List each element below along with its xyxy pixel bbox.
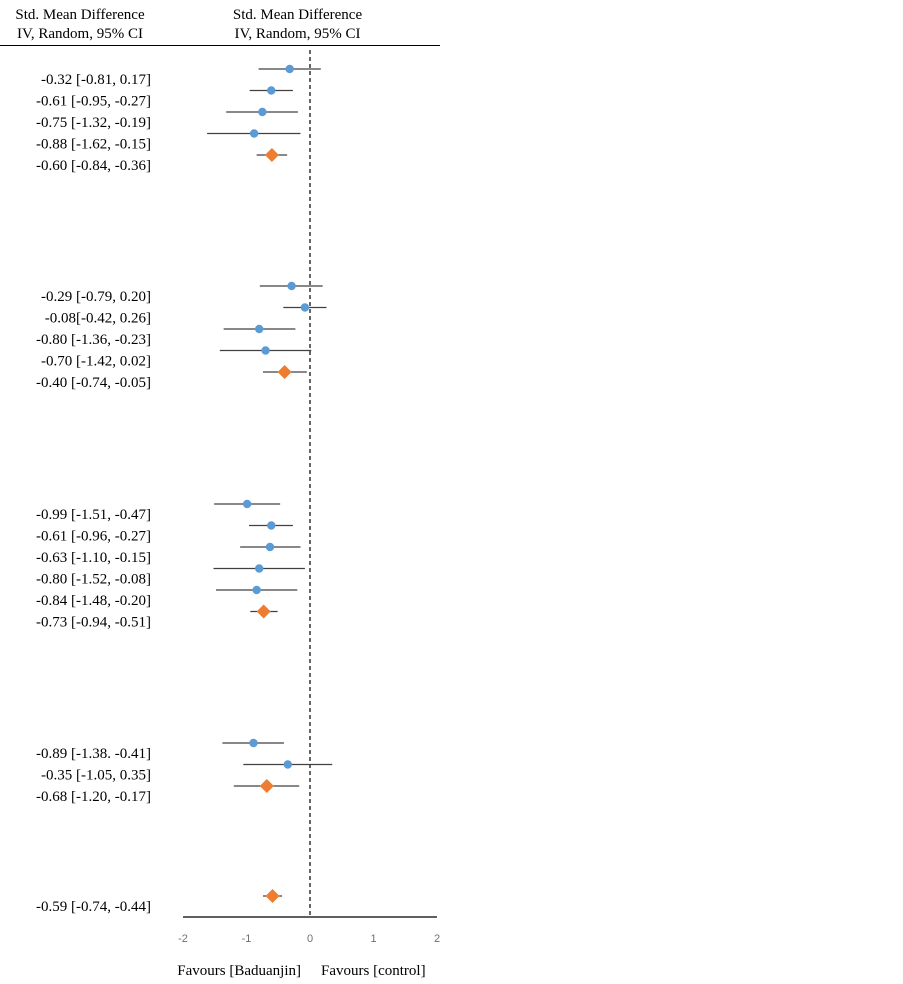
effect-label-g3-r4: -0.80 [-1.52, -0.08]	[36, 572, 151, 588]
study-point-g3-r1	[242, 499, 252, 509]
pooled-diamond-g5	[265, 889, 280, 903]
pooled-diamond-g3	[256, 604, 271, 619]
study-point-g4-r2	[283, 760, 292, 769]
effect-label-g4-r2: -0.35 [-1.05, 0.35]	[41, 768, 151, 784]
effect-label-g3-r5: -0.84 [-1.48, -0.20]	[36, 593, 151, 609]
x-tick-label-5: 2	[434, 933, 440, 945]
favours-left-label: Favours [Baduanjin]	[177, 963, 301, 979]
study-point-g1-r3	[258, 107, 267, 117]
column-header-left-line1: Std. Mean Difference	[15, 7, 145, 23]
study-point-g2-r1	[287, 281, 296, 291]
x-tick-label-3: 0	[307, 933, 313, 945]
study-point-g1-r2	[267, 86, 276, 95]
effect-label-g2-r3: -0.80 [-1.36, -0.23]	[36, 332, 151, 348]
column-header-right: Std. Mean Difference IV, Random, 95% CI	[200, 6, 395, 44]
header-rule	[0, 45, 440, 46]
study-point-g3-r2	[267, 521, 276, 530]
effect-label-g2-r1: -0.29 [-0.79, 0.20]	[41, 289, 151, 305]
effect-label-g2-r4: -0.70 [-1.42, 0.02]	[41, 354, 151, 370]
pooled-diamond-g2	[277, 365, 292, 379]
effect-label-g1-r1: -0.32 [-0.81, 0.17]	[41, 72, 151, 88]
effect-label-g3-r3: -0.63 [-1.10, -0.15]	[36, 550, 151, 566]
study-point-g3-r3	[265, 542, 275, 552]
column-header-left: Std. Mean Difference IV, Random, 95% CI	[0, 6, 160, 44]
pooled-diamond-g4	[259, 779, 274, 793]
effect-label-g1-r4: -0.88 [-1.62, -0.15]	[36, 137, 151, 153]
effect-label-g3-r2: -0.61 [-0.96, -0.27]	[36, 529, 151, 545]
x-tick-label-1: -2	[178, 933, 188, 945]
favours-right-label: Favours [control]	[321, 963, 426, 979]
effect-label-g3-r6: -0.73 [-0.94, -0.51]	[36, 615, 151, 631]
effect-label-g3-r1: -0.99 [-1.51, -0.47]	[36, 507, 151, 523]
study-point-g2-r2	[300, 303, 310, 312]
effect-label-g4-r1: -0.89 [-1.38. -0.41]	[36, 746, 151, 762]
effect-label-g4-r3: -0.68 [-1.20, -0.17]	[36, 789, 151, 805]
x-tick-label-2: -1	[242, 933, 252, 945]
column-header-left-line2: IV, Random, 95% CI	[17, 26, 143, 42]
study-point-g2-r4	[261, 346, 270, 355]
effect-label-g1-r5: -0.60 [-0.84, -0.36]	[36, 158, 151, 174]
effect-label-g1-r3: -0.75 [-1.32, -0.19]	[36, 115, 151, 131]
study-point-g4-r1	[249, 738, 258, 748]
study-point-g3-r5	[252, 585, 261, 595]
effect-label-g5-r1: -0.59 [-0.74, -0.44]	[36, 899, 151, 915]
study-point-g1-r4	[249, 129, 259, 138]
study-point-g1-r1	[285, 64, 294, 74]
effect-label-g2-r5: -0.40 [-0.74, -0.05]	[36, 375, 151, 391]
pooled-diamond-g1	[264, 148, 279, 162]
effect-label-g2-r2: -0.08[-0.42, 0.26]	[45, 311, 151, 327]
study-point-g2-r3	[255, 324, 264, 334]
column-header-right-line2: IV, Random, 95% CI	[234, 26, 361, 42]
column-header-right-line1: Std. Mean Difference	[232, 7, 363, 23]
effect-label-g1-r2: -0.61 [-0.95, -0.27]	[36, 94, 151, 110]
study-point-g3-r4	[255, 564, 264, 573]
x-tick-label-4: 1	[370, 933, 376, 945]
